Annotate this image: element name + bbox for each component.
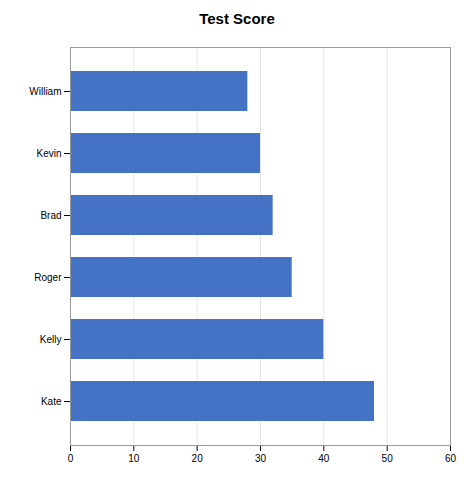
- svg-text:10: 10: [128, 453, 140, 464]
- svg-text:50: 50: [382, 453, 394, 464]
- svg-text:40: 40: [318, 453, 330, 464]
- html-text:Test Score: Test Score: [199, 10, 275, 27]
- svg-text:Roger: Roger: [34, 272, 62, 283]
- svg-text:60: 60: [445, 453, 457, 464]
- svg-text:Kelly: Kelly: [40, 334, 62, 345]
- svg-text:30: 30: [255, 453, 267, 464]
- svg-text:William: William: [29, 86, 61, 97]
- svg-text:Kevin: Kevin: [36, 148, 61, 159]
- svg-text:20: 20: [192, 453, 204, 464]
- svg-text:Brad: Brad: [40, 210, 61, 221]
- svg-text:Kate: Kate: [41, 396, 62, 407]
- svg-text:0: 0: [68, 453, 74, 464]
